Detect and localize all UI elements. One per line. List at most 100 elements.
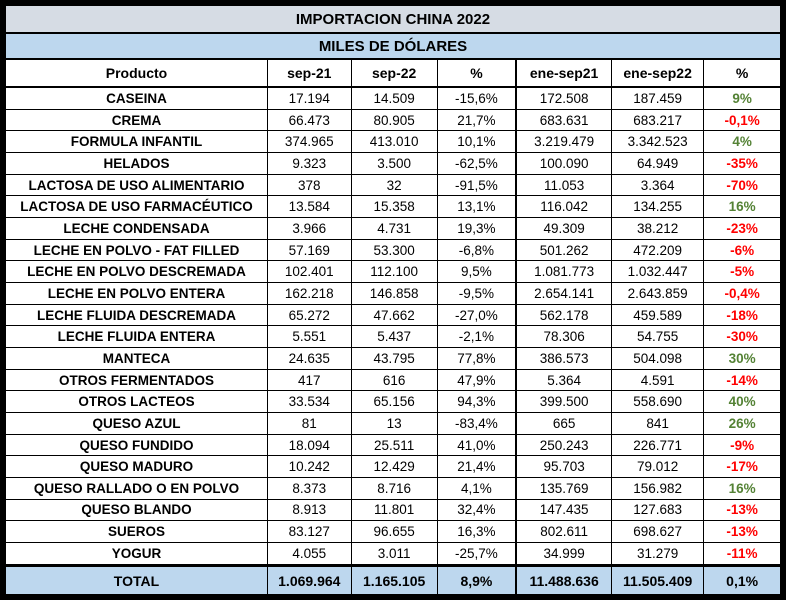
- enesep22-cell: 698.627: [611, 520, 705, 543]
- table-subtitle: MILES DE DÓLARES: [5, 32, 781, 60]
- pct-ytd-cell: -70%: [703, 173, 781, 197]
- sep22-cell: 13: [350, 412, 438, 435]
- table-row: MANTECA 24.635 43.795 77,8% 386.573 504.098 30…: [5, 347, 781, 370]
- product-cell: LECHE FLUIDA DESCREMADA: [5, 303, 268, 327]
- enesep21-cell: 11.053: [515, 173, 613, 197]
- sep21-cell: 83.127: [266, 520, 352, 543]
- pct-ytd-cell: 4%: [703, 130, 781, 154]
- pct-month-cell: 21,7%: [436, 108, 517, 132]
- sep21-cell: 417: [266, 368, 352, 392]
- table-row: LECHE EN POLVO DESCREMADA 102.401 112.100 9…: [5, 260, 781, 284]
- sep21-cell: 8.373: [266, 476, 352, 500]
- sep22-cell: 8.716: [350, 476, 438, 500]
- pct-month-cell: -62,5%: [436, 152, 517, 175]
- sep22-cell: 14.509: [350, 86, 438, 110]
- enesep22-cell: 459.589: [611, 303, 705, 327]
- column-header-producto: Producto: [5, 58, 268, 88]
- enesep22-cell: 4.591: [611, 368, 705, 392]
- total-label: TOTAL: [5, 564, 268, 595]
- sep22-cell: 25.511: [350, 433, 438, 457]
- pct-month-cell: 32,4%: [436, 498, 517, 522]
- product-cell: QUESO MADURO: [5, 455, 268, 478]
- total-pct-month-cell: 8,9%: [436, 564, 517, 595]
- table-row: OTROS FERMENTADOS 417 616 47,9% 5.364 4.591 -1…: [5, 368, 781, 392]
- pct-ytd-cell: -35%: [703, 152, 781, 175]
- table-row: FORMULA INFANTIL 374.965 413.010 10,1% 3.219…: [5, 130, 781, 154]
- table-row: QUESO AZUL 81 13 -83,4% 665 841 26%: [5, 412, 781, 435]
- title-row: IMPORTACION CHINA 2022: [5, 5, 781, 34]
- sep22-cell: 47.662: [350, 303, 438, 327]
- enesep21-cell: 250.243: [515, 433, 613, 457]
- pct-month-cell: 77,8%: [436, 347, 517, 370]
- enesep21-cell: 399.500: [515, 390, 613, 414]
- sep21-cell: 3.966: [266, 217, 352, 240]
- product-cell: CASEINA: [5, 86, 268, 110]
- sep22-cell: 11.801: [350, 498, 438, 522]
- product-cell: LECHE EN POLVO - FAT FILLED: [5, 238, 268, 262]
- enesep22-cell: 1.032.447: [611, 260, 705, 284]
- table-row: LECHE FLUIDA DESCREMADA 65.272 47.662 -27,0…: [5, 303, 781, 327]
- table-row: LECHE CONDENSADA 3.966 4.731 19,3% 49.309 38.…: [5, 217, 781, 240]
- pct-ytd-cell: 40%: [703, 390, 781, 414]
- import-table: IMPORTACION CHINA 2022 MILES DE DÓLARES …: [5, 5, 781, 595]
- enesep22-cell: 2.643.859: [611, 282, 705, 305]
- enesep22-cell: 187.459: [611, 86, 705, 110]
- pct-ytd-cell: -5%: [703, 260, 781, 284]
- product-cell: LECHE FLUIDA ENTERA: [5, 325, 268, 349]
- pct-month-cell: -2,1%: [436, 325, 517, 349]
- enesep21-cell: 78.306: [515, 325, 613, 349]
- sep21-cell: 33.534: [266, 390, 352, 414]
- sep21-cell: 9.323: [266, 152, 352, 175]
- pct-month-cell: 16,3%: [436, 520, 517, 543]
- table-row: QUESO MADURO 10.242 12.429 21,4% 95.703 79.01…: [5, 455, 781, 478]
- sep22-cell: 53.300: [350, 238, 438, 262]
- sep21-cell: 162.218: [266, 282, 352, 305]
- enesep22-cell: 64.949: [611, 152, 705, 175]
- table-row: LACTOSA DE USO FARMACÉUTICO 13.584 15.358 1…: [5, 195, 781, 219]
- product-cell: LACTOSA DE USO ALIMENTARIO: [5, 173, 268, 197]
- enesep21-cell: 562.178: [515, 303, 613, 327]
- enesep21-cell: 49.309: [515, 217, 613, 240]
- pct-ytd-cell: -18%: [703, 303, 781, 327]
- enesep22-cell: 31.279: [611, 541, 705, 567]
- enesep21-cell: 95.703: [515, 455, 613, 478]
- sep22-cell: 3.500: [350, 152, 438, 175]
- pct-ytd-cell: 16%: [703, 195, 781, 219]
- enesep21-cell: 116.042: [515, 195, 613, 219]
- pct-month-cell: -15,6%: [436, 86, 517, 110]
- pct-month-cell: -27,0%: [436, 303, 517, 327]
- sep22-cell: 146.858: [350, 282, 438, 305]
- sep21-cell: 102.401: [266, 260, 352, 284]
- total-enesep21-cell: 11.488.636: [515, 564, 613, 595]
- product-cell: OTROS FERMENTADOS: [5, 368, 268, 392]
- column-header-enesep21: ene-sep21: [515, 58, 613, 88]
- pct-ytd-cell: -13%: [703, 498, 781, 522]
- pct-ytd-cell: -9%: [703, 433, 781, 457]
- enesep21-cell: 665: [515, 412, 613, 435]
- enesep21-cell: 386.573: [515, 347, 613, 370]
- sep21-cell: 57.169: [266, 238, 352, 262]
- sep21-cell: 66.473: [266, 108, 352, 132]
- enesep21-cell: 135.769: [515, 476, 613, 500]
- table-row: SUEROS 83.127 96.655 16,3% 802.611 698.627 -13…: [5, 520, 781, 543]
- table-row: LACTOSA DE USO ALIMENTARIO 378 32 -91,5% 11.…: [5, 173, 781, 197]
- product-cell: CREMA: [5, 108, 268, 132]
- pct-month-cell: -9,5%: [436, 282, 517, 305]
- table-row: LECHE EN POLVO - FAT FILLED 57.169 53.300 -…: [5, 238, 781, 262]
- enesep22-cell: 127.683: [611, 498, 705, 522]
- pct-ytd-cell: -13%: [703, 520, 781, 543]
- enesep21-cell: 802.611: [515, 520, 613, 543]
- pct-ytd-cell: 9%: [703, 86, 781, 110]
- total-sep21-cell: 1.069.964: [266, 564, 352, 595]
- enesep21-cell: 34.999: [515, 541, 613, 567]
- total-enesep22-cell: 11.505.409: [611, 564, 705, 595]
- table-row: HELADOS 9.323 3.500 -62,5% 100.090 64.949 -35%: [5, 152, 781, 175]
- enesep21-cell: 1.081.773: [515, 260, 613, 284]
- pct-month-cell: 94,3%: [436, 390, 517, 414]
- enesep22-cell: 226.771: [611, 433, 705, 457]
- sep21-cell: 8.913: [266, 498, 352, 522]
- product-cell: LECHE EN POLVO DESCREMADA: [5, 260, 268, 284]
- enesep22-cell: 3.364: [611, 173, 705, 197]
- pct-ytd-cell: -6%: [703, 238, 781, 262]
- enesep21-cell: 147.435: [515, 498, 613, 522]
